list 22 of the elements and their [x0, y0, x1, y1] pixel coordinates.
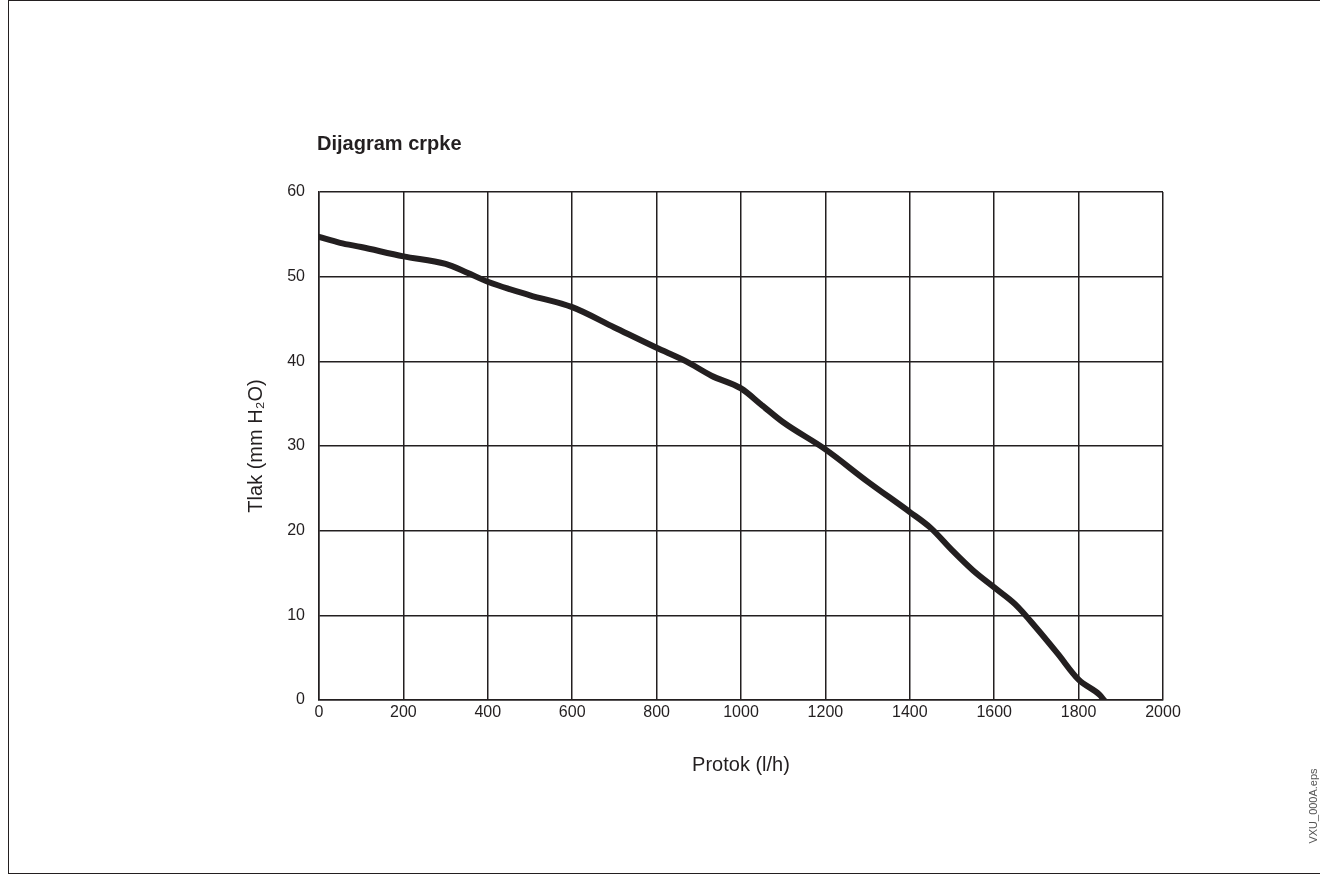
- x-axis-title: Protok (l/h): [692, 752, 790, 775]
- x-tick-label: 1200: [807, 703, 844, 721]
- x-tick-label: 1000: [723, 703, 759, 721]
- y-tick-label: 20: [287, 521, 306, 539]
- chart-title: Dijagram crpke: [317, 132, 462, 154]
- y-tick-label: 0: [296, 690, 306, 708]
- x-tick-label: 800: [643, 703, 671, 721]
- x-tick-label: 2000: [1145, 703, 1181, 721]
- x-tick-label: 1800: [1060, 703, 1097, 721]
- x-tick-label: 0: [314, 703, 324, 721]
- y-tick-label: 60: [287, 182, 306, 200]
- y-tick-label: 30: [287, 436, 306, 454]
- y-tick-label: 10: [287, 605, 306, 623]
- x-tick-label: 1400: [892, 703, 928, 721]
- x-tick-label: 1600: [976, 703, 1013, 721]
- x-tick-label: 200: [390, 703, 417, 721]
- y-axis-title: Tlak (mm H₂O): [243, 379, 266, 513]
- y-tick-label: 50: [287, 267, 306, 285]
- x-tick-label: 400: [474, 703, 502, 721]
- x-tick-label: 600: [558, 703, 586, 721]
- text: VXU_000A.eps: [1307, 767, 1319, 846]
- y-tick-label: 40: [287, 351, 306, 369]
